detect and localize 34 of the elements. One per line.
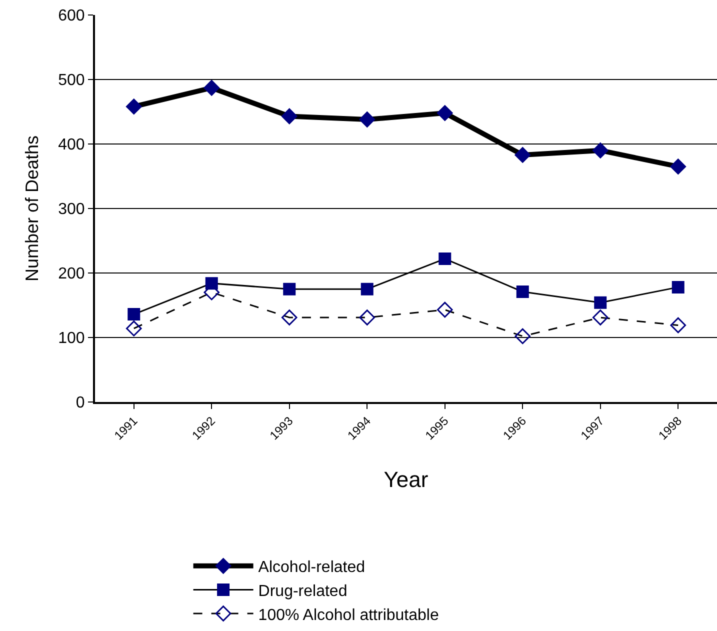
point <box>670 158 686 174</box>
y-tick-label: 600 <box>58 8 85 25</box>
point <box>359 112 376 128</box>
point <box>438 252 452 266</box>
point <box>436 105 453 121</box>
y-tick-label: 0 <box>76 394 85 412</box>
point <box>204 80 220 96</box>
point <box>283 282 296 296</box>
legend-label: Alcohol-related <box>258 559 366 576</box>
y-tick-label: 100 <box>58 330 85 348</box>
y-axis-title: Number of Deaths <box>22 135 42 282</box>
point <box>281 310 298 326</box>
y-tick-label: 200 <box>58 266 85 283</box>
y-tick-label: 500 <box>58 72 85 90</box>
point <box>359 310 376 326</box>
point <box>514 328 531 344</box>
y-tick-label: 300 <box>58 201 85 218</box>
point <box>516 285 529 298</box>
point <box>436 302 453 318</box>
y-tick-label: 400 <box>58 136 85 154</box>
point <box>594 296 607 309</box>
point <box>126 320 142 336</box>
point <box>360 282 374 296</box>
point <box>670 317 686 334</box>
point <box>672 280 684 294</box>
x-axis-title: Year <box>384 467 428 492</box>
point <box>514 147 531 163</box>
point <box>281 108 298 124</box>
point <box>126 98 142 114</box>
point <box>128 308 140 321</box>
legend-label: 100% Alcohol attributable <box>258 606 439 624</box>
legend-label: Drug-related <box>258 582 348 600</box>
point <box>592 310 608 326</box>
point <box>592 142 608 158</box>
